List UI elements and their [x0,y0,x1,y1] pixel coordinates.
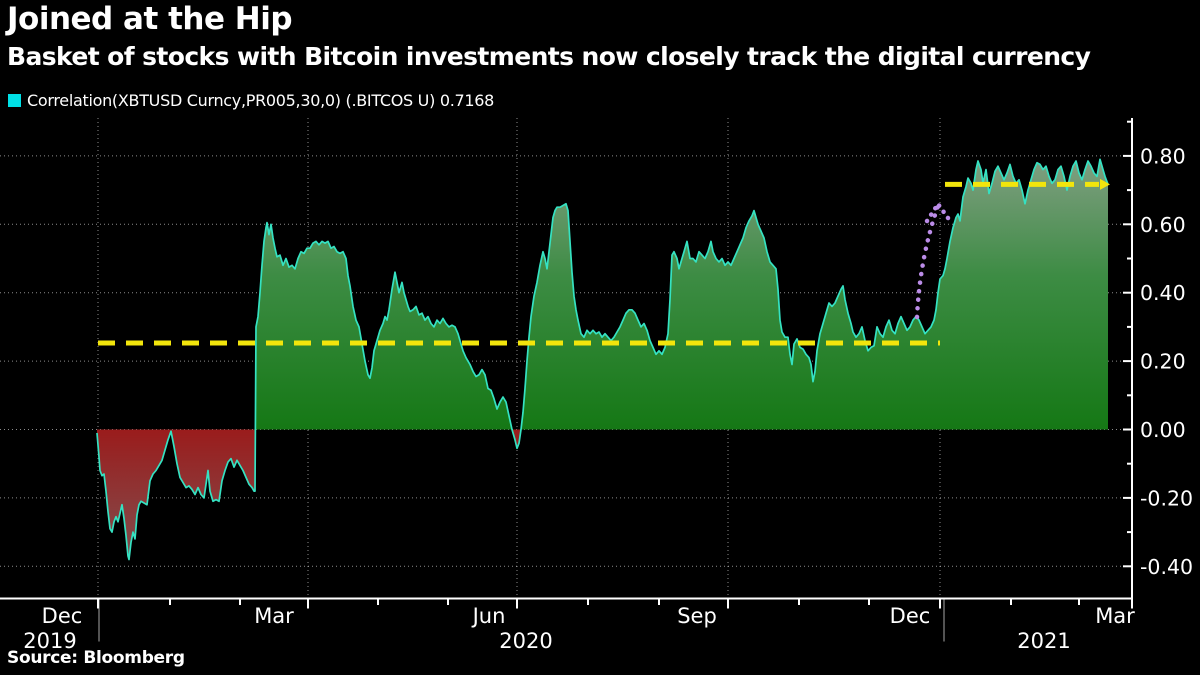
legend: Correlation(XBTUSD Curncy,PR005,30,0) (.… [8,91,494,110]
chart-subtitle: Basket of stocks with Bitcoin investment… [7,42,1091,71]
negative-area [97,429,1108,560]
x-axis-year-label: 2020 [499,629,552,653]
x-axis-year-label: 2019 [23,629,76,653]
source-credit: Source: Bloomberg [7,648,185,668]
x-axis-month-label: Mar [254,604,294,628]
annotation-arrowhead-icon [924,201,951,224]
x-axis-month-label: Dec [42,604,83,628]
reference-line-arrow-icon [1100,178,1110,190]
x-axis-month-label: Sep [677,604,717,628]
y-axis-label: -0.20 [1140,486,1193,510]
y-axis-label: -0.40 [1140,555,1193,579]
legend-swatch-icon [8,94,21,107]
y-axis-label: 0.00 [1140,418,1186,442]
x-axis-month-label: Dec [890,604,931,628]
correlation-line [96,158,1109,561]
x-axis-month-label: Mar [1095,604,1135,628]
legend-value: 0.7168 [439,91,495,110]
y-axis-label: 0.60 [1140,213,1186,237]
x-axis-month-label: Jun [471,604,506,628]
page-title: Joined at the Hip [7,1,293,37]
y-axis-label: 0.20 [1140,350,1186,374]
legend-label: Correlation(XBTUSD Curncy,PR005,30,0) (.… [27,91,436,110]
y-axis-label: 0.40 [1140,281,1186,305]
annotation-arrow-shaft [914,203,941,320]
x-axis-year-label: 2021 [1017,629,1070,653]
y-axis-label: 0.80 [1140,144,1186,168]
positive-area [97,159,1108,430]
